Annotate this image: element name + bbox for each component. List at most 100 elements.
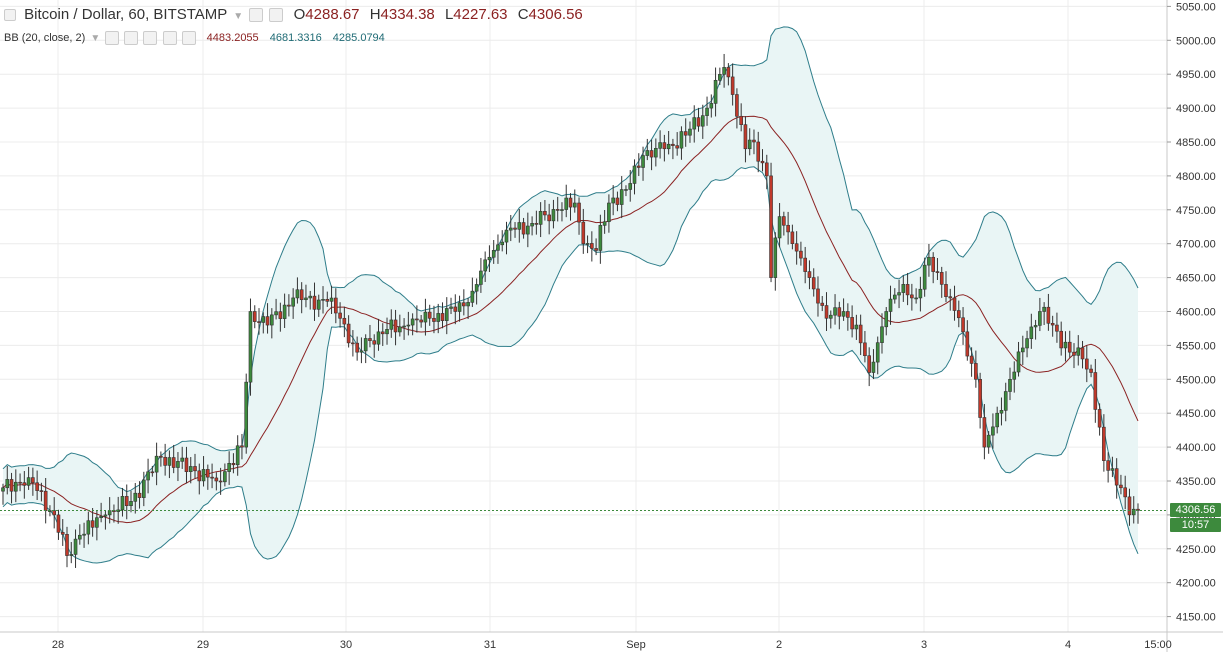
candle-body — [799, 250, 803, 259]
candle-body — [39, 490, 44, 492]
candle-body — [1038, 311, 1042, 326]
candle-body — [150, 471, 155, 474]
bollinger-band-fill — [3, 26, 1138, 563]
candle-body — [351, 342, 355, 345]
time-axis[interactable]: 28 29 30 31 Sep 2 3 4 15:00 — [52, 639, 1172, 651]
symbol-title[interactable]: Bitcoin / Dollar, 60, BITSTAMP — [24, 6, 228, 23]
x-tick-label: 2 — [776, 639, 782, 651]
y-tick-label: 5050.00 — [1176, 1, 1216, 13]
candle-body — [500, 241, 505, 246]
bollinger-basis-line — [2, 115, 1139, 524]
candle-body — [291, 297, 295, 307]
candle-body — [86, 520, 91, 535]
candle-body — [581, 221, 586, 244]
y-tick-label: 4600.00 — [1176, 306, 1216, 318]
symbol-legend: Bitcoin / Dollar, 60, BITSTAMP ▼ O4288.6… — [4, 6, 583, 23]
candle-body — [466, 302, 470, 307]
candle-body — [316, 299, 321, 310]
candle-body — [355, 342, 359, 353]
candle-body — [837, 307, 842, 317]
price-axis[interactable]: 4150.004200.004250.004300.004350.004400.… — [1167, 1, 1216, 624]
candle-body — [491, 250, 496, 258]
y-tick-label: 4700.00 — [1176, 239, 1216, 251]
candle-body — [107, 510, 112, 516]
y-tick-label: 4150.00 — [1176, 612, 1216, 624]
plus-icon[interactable] — [143, 31, 158, 45]
candle-body — [248, 311, 253, 383]
candle-body — [329, 297, 334, 302]
indicator-label[interactable]: BB (20, close, 2) — [4, 31, 86, 44]
chevron-down-icon[interactable]: ▼ — [233, 11, 244, 22]
candle-body — [95, 517, 99, 528]
ohlc-low: L4227.63 — [444, 6, 508, 23]
candle-body — [415, 318, 419, 321]
candle-body — [184, 457, 189, 472]
last-price-label: 4306.56 — [1170, 503, 1221, 518]
candle-body — [922, 264, 927, 290]
candle-body — [261, 316, 266, 323]
candle-body — [594, 248, 598, 251]
candle-body — [846, 311, 850, 318]
candle-body — [871, 361, 876, 373]
candle-body — [35, 482, 39, 491]
candle-body — [517, 222, 522, 230]
x-tick-label: 3 — [921, 639, 927, 651]
candle-body — [171, 457, 176, 468]
candle-body — [278, 311, 283, 319]
candle-body — [346, 323, 351, 344]
candle-body — [884, 311, 889, 328]
collapse-icon[interactable] — [4, 9, 16, 22]
candle-body — [1106, 460, 1110, 471]
candle-body — [1016, 351, 1021, 373]
candle-body — [568, 197, 573, 208]
candle-body — [223, 471, 227, 483]
y-tick-label: 4350.00 — [1176, 476, 1216, 488]
candle-body — [892, 294, 897, 300]
candle-body — [376, 331, 381, 345]
close-icon[interactable] — [181, 31, 196, 45]
candle-body — [146, 471, 150, 481]
y-tick-label: 4800.00 — [1176, 171, 1216, 183]
candle-body — [1110, 468, 1115, 471]
candle-body — [730, 76, 735, 95]
candle-body — [786, 224, 790, 233]
candle-body — [969, 355, 974, 364]
candle-body — [56, 514, 61, 533]
candle-body — [206, 469, 210, 478]
candle-body — [585, 243, 590, 245]
candle-body — [380, 331, 385, 335]
bar-countdown-label: 10:57 — [1170, 518, 1221, 533]
more-icon[interactable] — [162, 31, 177, 45]
candle-body — [304, 297, 308, 301]
settings-icon[interactable] — [124, 31, 139, 45]
candle-body — [632, 165, 637, 184]
candle-body — [449, 306, 453, 309]
candle-body — [564, 197, 569, 210]
candle-body — [1089, 368, 1093, 373]
candle-body — [526, 225, 530, 235]
candle-body — [602, 221, 607, 226]
candle-body — [956, 310, 961, 319]
chevron-down-icon[interactable]: ▼ — [90, 32, 101, 44]
candle-body — [671, 143, 675, 146]
candle-body — [675, 145, 679, 149]
candle-body — [948, 296, 953, 299]
eye-icon[interactable] — [249, 8, 264, 23]
bollinger-lower-line — [2, 166, 1139, 564]
candle-body — [231, 463, 236, 466]
candle-body — [508, 227, 513, 231]
settings-icon[interactable] — [269, 8, 284, 23]
candle-body — [496, 244, 500, 251]
candle-body — [218, 480, 223, 483]
candle-body — [816, 288, 820, 304]
eye-icon[interactable] — [105, 31, 120, 45]
candle-body — [905, 284, 910, 296]
candle-body — [1102, 426, 1106, 461]
candle-body — [598, 225, 603, 251]
candle-body — [1067, 341, 1072, 353]
candle-body — [1080, 347, 1085, 360]
candle-body — [1127, 496, 1132, 516]
candle-body — [14, 481, 18, 492]
candle-body — [1008, 378, 1012, 392]
